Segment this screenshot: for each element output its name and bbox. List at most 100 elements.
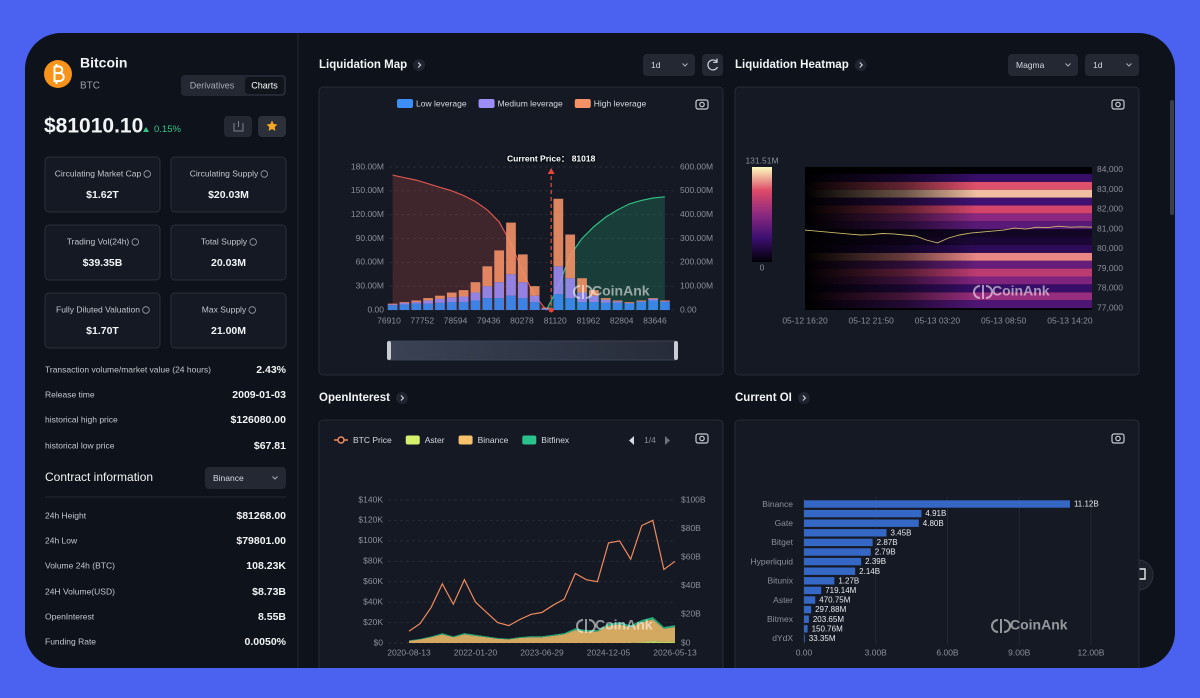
y-tick-label: $40K [363, 596, 383, 606]
legend-label[interactable]: Aster [425, 435, 445, 445]
camera-icon[interactable] [1111, 433, 1125, 444]
select[interactable] [1008, 54, 1078, 76]
stat-label: Fully Diluted Valuation [56, 304, 140, 314]
legend-label[interactable]: High leverage [594, 98, 647, 108]
slider-handle[interactable] [674, 341, 678, 360]
bar [565, 234, 576, 279]
chevron [1126, 63, 1132, 67]
bar [660, 300, 670, 302]
share-icon [233, 121, 244, 132]
y-tick-label: 60.00M [356, 257, 384, 267]
title-link[interactable] [413, 59, 426, 71]
bar [470, 300, 481, 310]
x-tick-label: 77752 [410, 315, 434, 325]
tab[interactable]: Derivatives [190, 80, 235, 90]
row-value: $67.81 [254, 440, 286, 452]
help-icon [260, 170, 268, 178]
cumulative-area [546, 196, 665, 310]
x-tick-label: 76910 [377, 315, 401, 325]
exchange-select[interactable] [205, 467, 286, 489]
colorbar-max: 131.51M [745, 155, 778, 165]
current-price-arrow [547, 168, 555, 174]
select[interactable] [1085, 54, 1139, 76]
legend-swatch[interactable] [574, 99, 591, 108]
select[interactable] [643, 54, 695, 76]
legend-label[interactable]: Binance [478, 435, 509, 445]
title-link[interactable] [797, 392, 810, 404]
row-value: $8.73B [252, 586, 286, 598]
x-tick-label: 3.00B [865, 647, 888, 657]
legend-swatch[interactable] [478, 99, 495, 108]
bar [636, 300, 647, 302]
stacked-area [409, 640, 675, 643]
bar [506, 222, 516, 275]
y2-tick-label: 300.00M [680, 233, 713, 243]
legend-swatch[interactable] [405, 435, 420, 445]
tab[interactable]: Charts [251, 80, 278, 90]
legend-label[interactable]: Bitfinex [541, 435, 570, 445]
bar [589, 302, 599, 310]
bar [387, 303, 398, 305]
stat-card [170, 224, 287, 281]
legend-label[interactable]: Medium leverage [498, 98, 563, 108]
x-tick-label: 83646 [643, 315, 667, 325]
x-tick-label: 82804 [610, 315, 634, 325]
bar [482, 286, 493, 299]
title-link-arrow [802, 395, 807, 401]
current-price-dot [548, 307, 554, 313]
refresh-button[interactable] [702, 54, 723, 76]
stat-value: $1.70T [86, 325, 119, 337]
bar [423, 298, 433, 301]
dashboard: Bitcoin BTC Derivatives Charts $81010.10 0.15… [25, 33, 1175, 668]
stat-value: $20.03M [208, 189, 249, 201]
row-value: $79801.00 [236, 535, 286, 547]
slider-handle[interactable] [387, 341, 391, 360]
x-tick-label: 9.00B [1008, 647, 1031, 657]
exchange[interactable]: Binance [213, 473, 244, 483]
pager-next[interactable] [665, 436, 670, 445]
bar [482, 266, 493, 287]
stat-label: Trading Vol(24h) [67, 236, 130, 246]
bar [804, 605, 812, 614]
zoom-slider[interactable] [388, 340, 677, 361]
watermark-logo [576, 619, 596, 633]
value-label: 297.88M [815, 605, 846, 614]
legend-swatch[interactable] [522, 435, 537, 445]
bar [494, 282, 504, 299]
row-label: Release time [45, 389, 95, 399]
title-link[interactable] [854, 59, 867, 71]
bar [458, 296, 469, 303]
value-label: 2.87B [877, 538, 898, 547]
bar [624, 302, 635, 303]
bar [506, 295, 516, 310]
legend-swatch[interactable] [397, 99, 413, 108]
legend-label[interactable]: Low leverage [416, 98, 467, 108]
x-tick-label: 12.00B [1078, 647, 1105, 657]
row-label: Transaction volume/market value (24 hour… [45, 364, 211, 374]
tab-selected[interactable] [245, 77, 284, 94]
legend-label[interactable]: BTC Price [353, 435, 392, 445]
y-tick-label: 120.00M [351, 209, 384, 219]
panel-title: OpenInterest [319, 392, 390, 404]
legend-swatch[interactable] [458, 435, 473, 445]
value-label: 150.76M [812, 624, 843, 633]
bar [435, 298, 445, 303]
bar [804, 519, 919, 527]
row-label: historical low price [45, 440, 115, 450]
scrollbar[interactable] [1170, 100, 1174, 215]
bar [387, 304, 398, 306]
select-value[interactable]: Magma [1016, 60, 1045, 70]
bar [529, 295, 540, 303]
select-value[interactable]: 1d [1093, 60, 1103, 70]
watermark: CoinAnk [592, 283, 650, 299]
title-link[interactable] [395, 392, 408, 404]
stat-label: Total Supply [201, 236, 248, 246]
camera-icon[interactable] [695, 99, 709, 110]
pager-prev[interactable] [629, 436, 634, 445]
camera-icon[interactable] [695, 433, 709, 444]
select-value[interactable]: 1d [651, 60, 661, 70]
bar [648, 300, 658, 310]
row-label: Volume 24h (BTC) [45, 560, 115, 570]
camera-icon[interactable] [1111, 99, 1125, 110]
value-label: 719.14M [825, 586, 856, 595]
